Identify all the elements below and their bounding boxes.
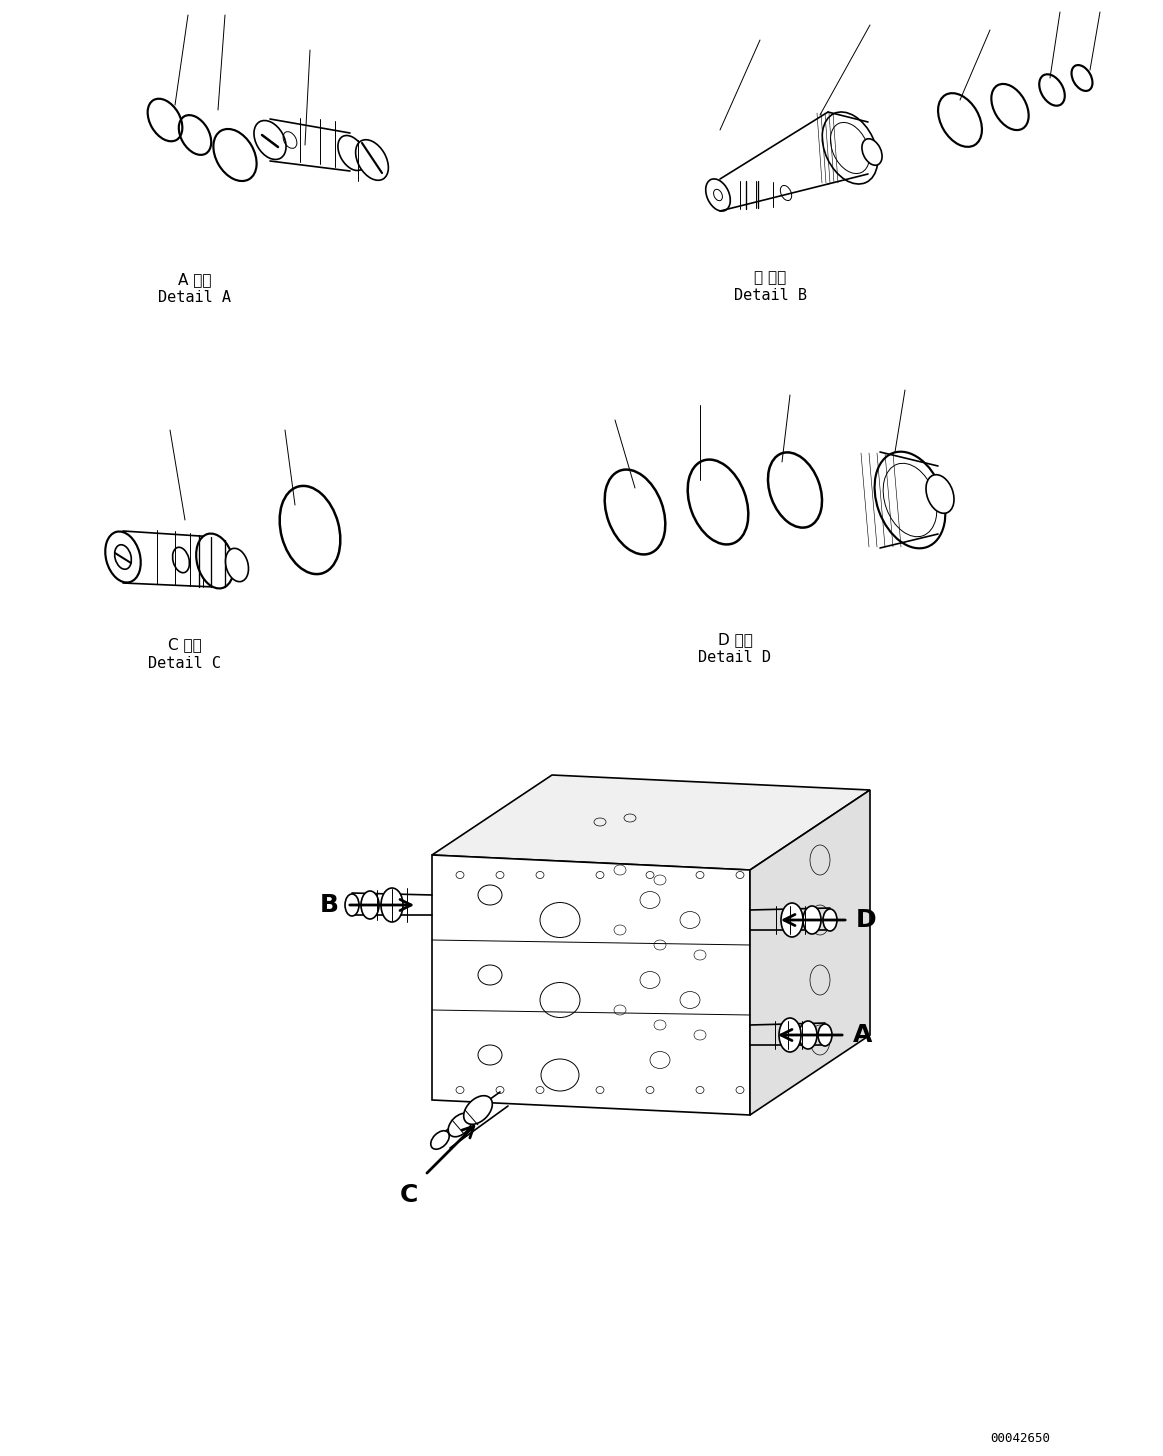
Ellipse shape bbox=[706, 179, 730, 211]
Ellipse shape bbox=[254, 121, 286, 160]
Ellipse shape bbox=[926, 475, 954, 514]
Polygon shape bbox=[431, 775, 870, 871]
Text: 日 詳細: 日 詳細 bbox=[754, 271, 786, 285]
Ellipse shape bbox=[361, 891, 379, 919]
Polygon shape bbox=[750, 791, 870, 1115]
Ellipse shape bbox=[799, 1021, 816, 1048]
Ellipse shape bbox=[106, 531, 141, 582]
Ellipse shape bbox=[356, 140, 388, 181]
Text: D 詳細: D 詳細 bbox=[718, 632, 752, 648]
Ellipse shape bbox=[226, 549, 249, 581]
Text: C: C bbox=[400, 1182, 418, 1207]
Text: A 詳細: A 詳細 bbox=[178, 272, 212, 287]
Ellipse shape bbox=[862, 138, 882, 165]
Ellipse shape bbox=[818, 1024, 832, 1045]
Ellipse shape bbox=[381, 888, 404, 922]
Text: Detail D: Detail D bbox=[699, 651, 771, 665]
Polygon shape bbox=[431, 855, 750, 1115]
Text: C 詳細: C 詳細 bbox=[169, 638, 202, 652]
Ellipse shape bbox=[782, 903, 802, 938]
Ellipse shape bbox=[875, 451, 946, 549]
Text: D: D bbox=[856, 909, 877, 932]
Text: A: A bbox=[852, 1024, 872, 1047]
Text: Detail A: Detail A bbox=[158, 291, 231, 306]
Ellipse shape bbox=[345, 894, 359, 916]
Ellipse shape bbox=[779, 1018, 801, 1053]
Ellipse shape bbox=[802, 906, 821, 933]
Text: B: B bbox=[320, 893, 338, 917]
Ellipse shape bbox=[822, 112, 878, 183]
Text: Detail C: Detail C bbox=[149, 655, 221, 671]
Ellipse shape bbox=[464, 1096, 492, 1124]
Ellipse shape bbox=[448, 1114, 472, 1137]
Text: Detail B: Detail B bbox=[734, 288, 806, 303]
Ellipse shape bbox=[338, 135, 366, 170]
Ellipse shape bbox=[197, 533, 234, 588]
Ellipse shape bbox=[430, 1131, 449, 1149]
Text: 00042650: 00042650 bbox=[990, 1433, 1050, 1444]
Ellipse shape bbox=[823, 909, 837, 930]
